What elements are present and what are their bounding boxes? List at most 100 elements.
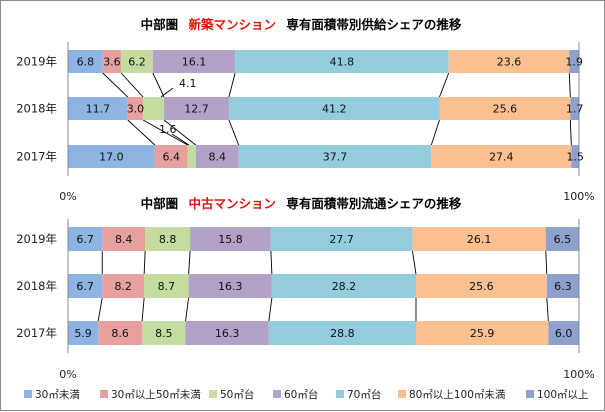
- bar-segment: [548, 321, 579, 345]
- data-label: 8.6: [111, 327, 129, 340]
- legend-item: 70㎡台: [336, 388, 381, 401]
- bar-segment: [142, 321, 186, 345]
- data-label: 11.7: [86, 103, 111, 116]
- bar-segment: [187, 145, 196, 168]
- data-label: 6.8: [77, 56, 95, 69]
- bar-segment: [68, 97, 128, 120]
- connector-line: [228, 72, 236, 98]
- connector-line: [120, 72, 144, 98]
- data-label: 25.6: [469, 280, 494, 293]
- data-label: 6.0: [555, 327, 573, 340]
- data-label: 4.1: [179, 77, 197, 90]
- category-label: 2018年: [16, 279, 57, 293]
- bar-segment: [102, 227, 146, 251]
- chart-1-title-prefix: 中部圏: [141, 17, 179, 32]
- bar-segment: [102, 274, 145, 298]
- legend-swatch: [398, 390, 406, 398]
- bar-segment: [164, 97, 229, 120]
- connector-line: [163, 119, 197, 146]
- connector-line: [545, 250, 548, 275]
- data-label: 6.3: [554, 280, 572, 293]
- bar-segment: [68, 50, 103, 73]
- data-label: 16.1: [182, 56, 207, 69]
- legend-label: 100㎡以上: [537, 389, 589, 401]
- data-label: 41.2: [322, 103, 347, 116]
- bar-segment: [144, 274, 189, 298]
- legend: 30㎡未満 30㎡以上50㎡未満 50㎡台 60㎡台 70㎡台 80㎡以上100㎡未満 10…: [24, 388, 589, 401]
- connector-line: [228, 119, 240, 146]
- bar-segment: [98, 321, 143, 345]
- data-label: 8.8: [159, 233, 177, 246]
- bar-segment: [270, 227, 413, 251]
- bar-segment: [235, 50, 449, 73]
- plot-layer: 2019年 2018年 2017年 6.8 11.7 17.0 3.6 3.0 6.4 6.2 4.…: [16, 42, 595, 381]
- data-label: 16.3: [215, 327, 240, 340]
- data-label: 41.8: [330, 56, 355, 69]
- data-label: 8.2: [114, 280, 132, 293]
- bar-segment: [154, 145, 188, 168]
- connector-line: [185, 297, 190, 322]
- legend-label: 50㎡台: [220, 388, 254, 401]
- data-label: 8.4: [115, 233, 133, 246]
- legend-swatch: [336, 390, 344, 398]
- bar-segment: [571, 145, 579, 168]
- connector-line: [411, 250, 417, 275]
- bar-segment: [431, 145, 572, 168]
- bar-segment: [195, 145, 239, 168]
- data-label: 12.7: [184, 103, 209, 116]
- bar-segment: [238, 145, 432, 168]
- chart-1-title-suffix: 専有面積帯別供給シェアの推移: [286, 17, 462, 32]
- chart-1-title: 中部圏 新築マンション 専有面積帯別供給シェアの推移: [141, 17, 462, 32]
- connector-line: [143, 250, 146, 275]
- legend-label: 80㎡以上100㎡未満: [409, 389, 506, 401]
- bar-segment: [546, 274, 579, 298]
- chart-2-title-highlight: 中古マンション: [188, 196, 276, 211]
- bar-segment: [448, 50, 570, 73]
- bar-segment: [439, 97, 571, 120]
- bar-segment: [68, 274, 103, 298]
- legend-swatch: [526, 390, 534, 398]
- data-label: 15.8: [218, 233, 243, 246]
- data-label: 26.1: [467, 233, 492, 246]
- x-tick-label: 0%: [59, 368, 76, 381]
- data-label: 1.7: [566, 103, 584, 116]
- category-label: 2018年: [16, 102, 57, 116]
- chart-2: 2019年 2018年 2017年 6.7 6.7 5.9 8.4 8.2 8.6 8.8 8.7 8…: [16, 219, 595, 381]
- data-label: 6.2: [128, 56, 146, 69]
- connector-line: [142, 119, 188, 146]
- legend-item: 30㎡未満: [24, 389, 80, 401]
- data-label: 28.2: [332, 280, 357, 293]
- bar-segment: [268, 321, 416, 345]
- legend-swatch: [24, 390, 32, 398]
- bar-segment: [188, 274, 272, 298]
- legend-item: 100㎡以上: [526, 389, 589, 401]
- bar-segment: [415, 321, 549, 345]
- bar-segment: [185, 321, 269, 345]
- legend-swatch: [100, 390, 108, 398]
- data-label: 1.6: [159, 123, 177, 136]
- connector-line: [439, 72, 450, 98]
- data-label: 27.7: [329, 233, 354, 246]
- connector-lines: [97, 250, 549, 322]
- chart-2-title-suffix: 専有面積帯別流通シェアの推移: [286, 196, 462, 211]
- chart-1-title-highlight: 新築マンション: [188, 17, 276, 32]
- data-label: 37.7: [323, 151, 348, 164]
- connector-line: [268, 297, 273, 322]
- callout-line: [171, 133, 190, 146]
- data-label: 27.4: [489, 151, 514, 164]
- data-label: 1.5: [566, 151, 584, 164]
- connector-line: [569, 119, 572, 146]
- data-label: 3.6: [103, 56, 121, 69]
- legend-label: 30㎡未満: [35, 389, 80, 401]
- legend-swatch: [209, 390, 217, 398]
- bar-segment: [127, 97, 144, 120]
- connector-line: [97, 297, 103, 322]
- x-tick-label: 100%: [563, 368, 594, 381]
- legend-label: 30㎡以上50㎡未満: [111, 389, 201, 401]
- data-label: 3.0: [127, 103, 145, 116]
- bar-segment: [121, 50, 153, 73]
- legend-label: 60㎡台: [284, 388, 318, 401]
- data-label: 6.7: [76, 280, 94, 293]
- callout-line: [160, 87, 174, 98]
